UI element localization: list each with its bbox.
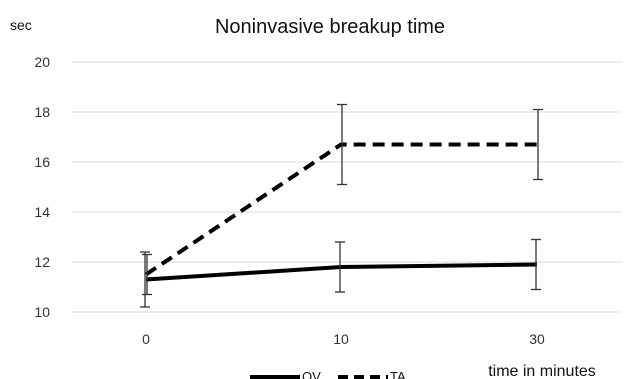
chart-title: Noninvasive breakup time <box>215 16 445 38</box>
y-tick-16: 16 <box>34 154 50 170</box>
legend-label-ov: OV <box>302 369 321 379</box>
error-bar-ta-30 <box>533 108 543 181</box>
error-bar-ov-10 <box>335 241 345 293</box>
y-tick-14: 14 <box>34 204 50 220</box>
x-tick-labels: 0 10 30 <box>142 331 545 347</box>
gridlines <box>72 61 622 313</box>
x-tick-10: 10 <box>333 331 349 347</box>
legend: OV TA <box>250 369 406 379</box>
y-tick-12: 12 <box>34 254 50 270</box>
y-tick-18: 18 <box>34 104 50 120</box>
error-bar-ov-0 <box>140 251 150 308</box>
error-bar-ta-0 <box>142 253 152 296</box>
x-tick-30: 30 <box>529 331 545 347</box>
series-line-ov <box>145 262 538 282</box>
x-tick-0: 0 <box>142 331 150 347</box>
x-axis-label: time in minutes <box>488 363 596 379</box>
y-tick-10: 10 <box>34 304 50 320</box>
error-bar-ta-10 <box>337 103 347 186</box>
y-tick-labels: 10 12 14 16 18 20 <box>34 54 50 320</box>
series-group <box>140 103 543 308</box>
y-axis-label: sec <box>10 17 32 33</box>
y-tick-20: 20 <box>34 54 50 70</box>
legend-label-ta: TA <box>390 369 406 379</box>
series-line-ta <box>144 142 537 277</box>
error-bar-ov-30 <box>531 238 541 291</box>
